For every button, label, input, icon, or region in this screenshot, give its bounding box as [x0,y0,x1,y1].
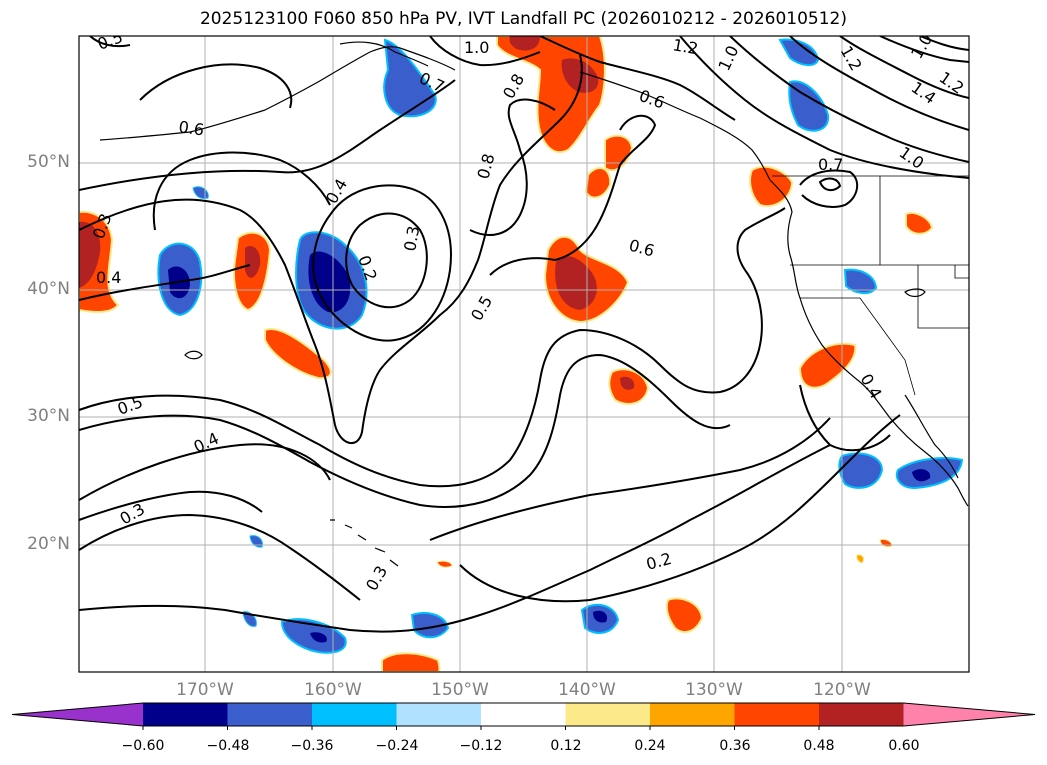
colorbar-segment [396,703,482,726]
colorbar-tick-label: 0.48 [803,738,835,754]
lon-label-170w: 170°W [176,680,234,700]
lon-label-120w: 120°W [813,680,871,700]
colorbar-segment [227,703,313,726]
colorbar-segment [650,703,735,726]
lat-label-30n: 30°N [27,406,70,426]
colorbar-segment [481,703,566,726]
contour-label: 0.6 [177,117,205,139]
map-panel: 0.5 1.0 1.2 1.0 0.7 0.6 0.8 0.6 1.2 1.4 … [79,35,969,672]
colorbar-segment [819,703,904,726]
colorbar-extend-low [12,703,143,726]
map-frame [78,35,970,673]
colorbar-tick-label: −0.12 [459,738,503,754]
colorbar-tick-label: −0.36 [290,738,334,754]
colorbar [11,702,1036,730]
colorbar-tick-label: 0.36 [719,738,751,754]
colorbar-tick-label: 0.12 [550,738,582,754]
colorbar-tick-label: −0.48 [206,738,250,754]
contour-label: 1.0 [464,38,489,57]
lon-label-130w: 130°W [685,680,743,700]
lon-label-160w: 160°W [304,680,362,700]
colorbar-extend-high [903,703,1035,726]
colorbar-segment [565,703,651,726]
colorbar-tick-label: 0.60 [888,738,920,754]
colorbar-tick-label: −0.60 [121,738,165,754]
colorbar-tick-label: 0.24 [634,738,666,754]
colorbar-segment [143,703,228,726]
lon-label-140w: 140°W [558,680,616,700]
contour-label: 1.2 [671,35,699,58]
lat-label-50n: 50°N [27,152,70,172]
borders [772,175,969,396]
map-title: 2025123100 F060 850 hPa PV, IVT Landfall… [199,9,847,29]
colorbar-tick-label: −0.24 [375,738,419,754]
pv-contours [79,36,969,633]
lon-label-150w: 150°W [431,680,489,700]
lat-label-20n: 20°N [27,534,70,554]
contour-label: 0.4 [96,268,121,287]
coastlines [99,41,969,567]
colorbar-segment [312,703,397,726]
contour-label: 0.7 [818,155,843,174]
colorbar-segment [734,703,820,726]
contour-label: 0.3 [400,224,423,252]
lat-label-40n: 40°N [27,279,70,299]
